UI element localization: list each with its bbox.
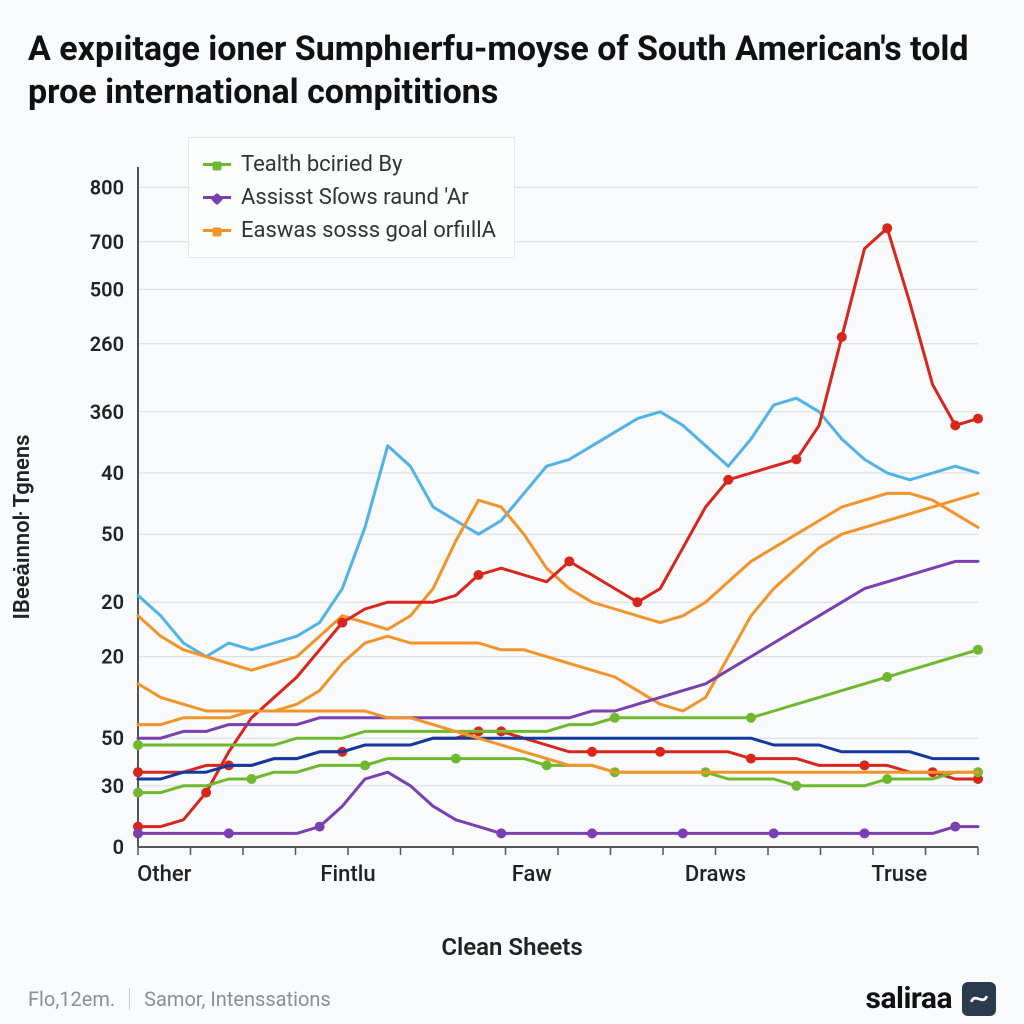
svg-text:50: 50 [101,522,124,546]
svg-text:500: 500 [90,277,124,301]
svg-text:700: 700 [90,230,124,254]
svg-text:40: 40 [101,461,124,485]
svg-text:Faw: Faw [512,862,552,887]
svg-text:50: 50 [101,726,124,750]
footer: Flo,12em. Samor, Intenssations saliraa [28,981,996,1016]
legend-item: Tealth bciried By [203,148,496,181]
brand-name: saliraa [866,981,952,1016]
svg-text:Draws: Draws [685,862,746,887]
svg-text:Truse: Truse [871,862,927,887]
footer-note-a: Flo,12em. [28,987,115,1011]
legend-item: Assisst Sſows raund 'Ar [203,181,496,214]
svg-text:20: 20 [101,645,124,669]
svg-text:20: 20 [101,590,124,614]
legend: Tealth bciried ByAssisst Sſows raund 'Ar… [188,137,515,258]
chart-area: IBeeȧınnoŀ Tgnens 0305020205040360260500… [28,127,996,927]
divider [129,988,130,1010]
chart-title: A expıitage ioner Sumphıerfu-moyse of So… [28,28,996,113]
svg-text:800: 800 [90,175,124,199]
svg-text:Fintlu: Fintlu [320,862,375,887]
brand-icon [962,982,996,1016]
footer-note-b: Samor, Intenssations [144,987,331,1011]
svg-text:Other: Other [137,862,191,887]
svg-text:0: 0 [113,835,124,859]
svg-text:30: 30 [101,774,124,798]
legend-item: Easwas sosss goal orfiıllA [203,214,496,247]
x-axis-label: Clean Sheets [28,933,996,961]
svg-text:260: 260 [90,332,124,356]
y-axis-label: IBeeȧınnoŀ Tgnens [9,435,35,620]
brand: saliraa [866,981,996,1016]
svg-text:360: 360 [90,400,124,424]
